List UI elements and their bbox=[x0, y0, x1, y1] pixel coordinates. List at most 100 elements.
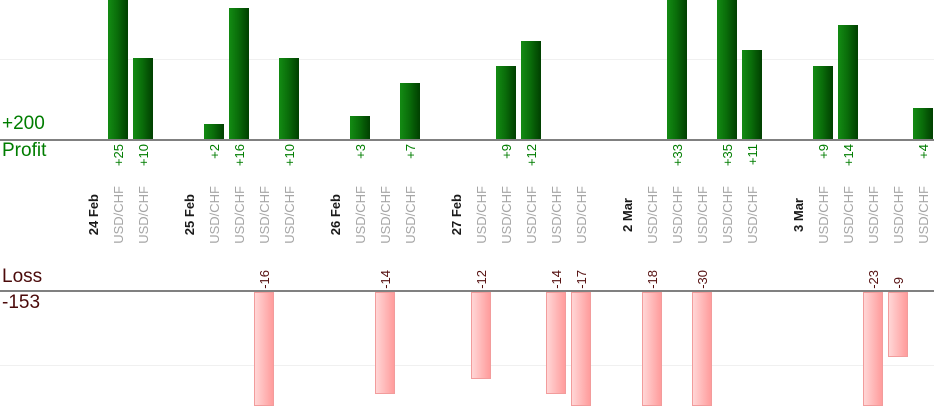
loss-axis-line bbox=[0, 290, 934, 292]
symbol-label: USD/CHF bbox=[378, 186, 393, 244]
trade-column: -18 USD/CHF bbox=[640, 0, 665, 420]
trade-column: +9 USD/CHF bbox=[811, 0, 836, 420]
loss-value-wrap: -16 bbox=[252, 250, 277, 289]
trade-column: -30 USD/CHF bbox=[690, 0, 715, 420]
date-label: 2 Mar bbox=[620, 198, 635, 232]
profit-value-wrap: +9 bbox=[494, 144, 519, 188]
symbol-label: USD/CHF bbox=[745, 186, 760, 244]
loss-bar bbox=[571, 292, 591, 406]
symbol-label: USD/CHF bbox=[574, 186, 589, 244]
profit-value-wrap: +12 bbox=[519, 144, 544, 188]
profit-value-label: +10 bbox=[136, 144, 151, 167]
profit-value-wrap: +11 bbox=[740, 144, 765, 188]
loss-value-wrap: -17 bbox=[569, 250, 594, 289]
trade-column: +25 USD/CHF bbox=[106, 0, 131, 420]
symbol-label: USD/CHF bbox=[549, 186, 564, 244]
trade-column: +14 USD/CHF bbox=[836, 0, 861, 420]
loss-bar bbox=[375, 292, 395, 394]
profit-value-label: +2 bbox=[207, 144, 222, 159]
symbol-label-wrap: USD/CHF bbox=[469, 184, 494, 246]
profit-bar bbox=[742, 50, 762, 141]
symbol-label-wrap: USD/CHF bbox=[227, 184, 252, 246]
symbol-label-wrap: USD/CHF bbox=[131, 184, 156, 246]
loss-value-wrap: -23 bbox=[861, 250, 886, 289]
profit-bar bbox=[229, 8, 249, 141]
date-group: 27 Feb -12 USD/CHF +9 USD/CHF +12 USD/CHF -14 US… bbox=[444, 0, 594, 420]
trade-column: +12 USD/CHF bbox=[519, 0, 544, 420]
profit-value-wrap: +7 bbox=[398, 144, 423, 188]
trade-column: -23 USD/CHF bbox=[861, 0, 886, 420]
symbol-label-wrap: USD/CHF bbox=[811, 184, 836, 246]
symbol-label: USD/CHF bbox=[232, 186, 247, 244]
date-group: 3 Mar +9 USD/CHF +14 USD/CHF -23 USD/CHF -9 USD/… bbox=[786, 0, 934, 420]
date-group: 2 Mar -18 USD/CHF +33 USD/CHF -30 USD/CHF +35 US… bbox=[615, 0, 765, 420]
profit-value-label: +14 bbox=[841, 144, 856, 167]
symbol-label: USD/CHF bbox=[403, 186, 418, 244]
profit-bar bbox=[521, 41, 541, 141]
date-column: 24 Feb bbox=[81, 0, 106, 420]
profit-bar bbox=[717, 0, 737, 141]
loss-bar bbox=[863, 292, 883, 406]
trade-column: +9 USD/CHF bbox=[494, 0, 519, 420]
loss-value-wrap: -18 bbox=[640, 250, 665, 289]
symbol-label-wrap: USD/CHF bbox=[348, 184, 373, 246]
symbol-label: USD/CHF bbox=[207, 186, 222, 244]
profit-bar bbox=[133, 58, 153, 141]
date-label-wrap: 24 Feb bbox=[81, 184, 106, 246]
symbol-label: USD/CHF bbox=[670, 186, 685, 244]
loss-value-label: -17 bbox=[574, 270, 589, 289]
profit-value-wrap: +2 bbox=[202, 144, 227, 188]
profit-bar bbox=[108, 0, 128, 141]
symbol-label-wrap: USD/CHF bbox=[886, 184, 911, 246]
profit-gridline bbox=[0, 59, 934, 60]
symbol-label-wrap: USD/CHF bbox=[106, 184, 131, 246]
profit-value-label: +16 bbox=[232, 144, 247, 167]
symbol-label: USD/CHF bbox=[353, 186, 368, 244]
profit-value-label: +3 bbox=[353, 144, 368, 159]
loss-value-label: -14 bbox=[549, 270, 564, 289]
trade-column: -12 USD/CHF bbox=[469, 0, 494, 420]
profit-bar bbox=[913, 108, 933, 141]
profit-bar bbox=[204, 124, 224, 141]
trade-column: +4 USD/CHF bbox=[911, 0, 934, 420]
loss-value-label: -14 bbox=[378, 270, 393, 289]
loss-value-label: -9 bbox=[891, 277, 906, 289]
trade-column: -14 USD/CHF bbox=[373, 0, 398, 420]
symbol-label: USD/CHF bbox=[916, 186, 931, 244]
date-group: 26 Feb +3 USD/CHF -14 USD/CHF +7 USD/CHF bbox=[323, 0, 423, 420]
symbol-label: USD/CHF bbox=[841, 186, 856, 244]
profit-axis-label: Profit bbox=[2, 140, 47, 161]
trade-column: +3 USD/CHF bbox=[348, 0, 373, 420]
profit-bar bbox=[667, 0, 687, 141]
date-column: 26 Feb bbox=[323, 0, 348, 420]
date-label-wrap: 3 Mar bbox=[786, 184, 811, 246]
symbol-label-wrap: USD/CHF bbox=[569, 184, 594, 246]
loss-bar bbox=[254, 292, 274, 406]
symbol-label: USD/CHF bbox=[257, 186, 272, 244]
symbol-label: USD/CHF bbox=[695, 186, 710, 244]
date-label-wrap: 26 Feb bbox=[323, 184, 348, 246]
loss-bar bbox=[546, 292, 566, 394]
symbol-label: USD/CHF bbox=[499, 186, 514, 244]
loss-value-label: -16 bbox=[257, 270, 272, 289]
trade-column: +7 USD/CHF bbox=[398, 0, 423, 420]
profit-bar bbox=[400, 83, 420, 141]
symbol-label: USD/CHF bbox=[474, 186, 489, 244]
loss-bar bbox=[692, 292, 712, 406]
trade-column: +16 USD/CHF bbox=[227, 0, 252, 420]
trade-column: +35 USD/CHF bbox=[715, 0, 740, 420]
profit-bar bbox=[279, 58, 299, 141]
loss-value-wrap: -30 bbox=[690, 250, 715, 289]
symbol-label: USD/CHF bbox=[720, 186, 735, 244]
profit-value-label: +33 bbox=[670, 144, 685, 167]
loss-gridline bbox=[0, 365, 934, 366]
date-label-wrap: 27 Feb bbox=[444, 184, 469, 246]
loss-bar bbox=[642, 292, 662, 406]
date-label: 25 Feb bbox=[182, 194, 197, 236]
date-label: 24 Feb bbox=[86, 194, 101, 236]
date-label: 27 Feb bbox=[449, 194, 464, 236]
profit-value-label: +12 bbox=[524, 144, 539, 167]
profit-value-label: +9 bbox=[499, 144, 514, 159]
profit-bar bbox=[350, 116, 370, 141]
profit-axis-line bbox=[0, 139, 934, 141]
